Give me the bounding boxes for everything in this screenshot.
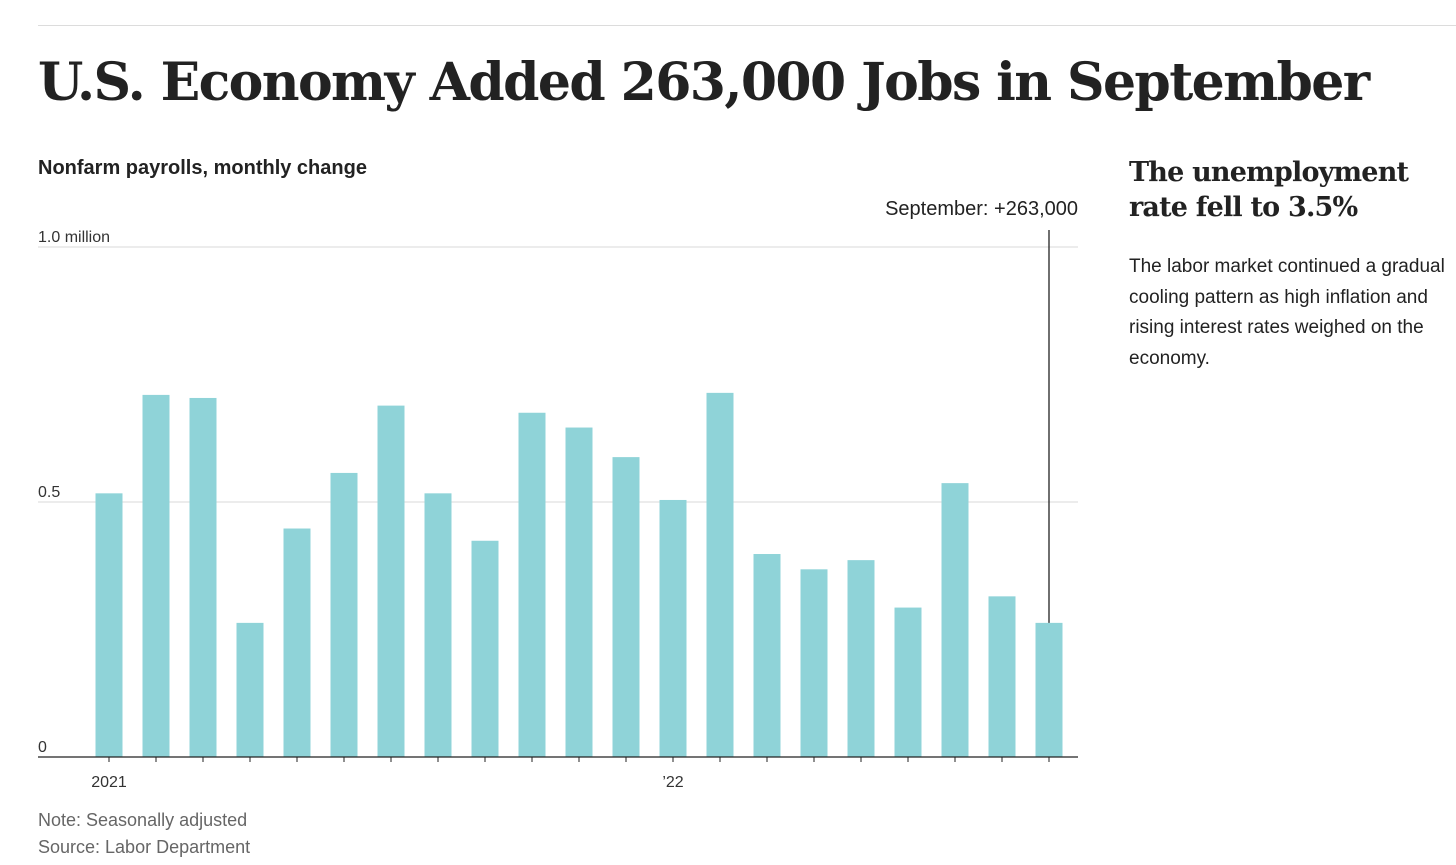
bar-14	[753, 554, 781, 757]
bar-9	[518, 412, 546, 757]
bar-2	[189, 397, 217, 757]
chart-note: Note: Seasonally adjusted	[38, 810, 248, 830]
headline: U.S. Economy Added 263,000 Jobs in Septe…	[38, 52, 1370, 113]
bar-0	[95, 493, 123, 757]
x-tick-labels: 2021 ’22	[91, 774, 684, 791]
bar-20	[1035, 622, 1063, 757]
x-axis	[38, 756, 1078, 762]
chart-subtitle: Nonfarm payrolls, monthly change	[38, 157, 367, 179]
bar-8	[471, 540, 499, 757]
payrolls-bar-chart: 0 0.5 1.0 million 2021 ’22 September: +263,…	[38, 198, 1078, 791]
y-tick-label: 0.5	[38, 484, 60, 501]
bars	[95, 392, 1063, 757]
bar-13	[706, 392, 734, 757]
annotation: September: +263,000	[885, 198, 1078, 623]
y-tick-label: 0	[38, 739, 47, 756]
bar-10	[565, 427, 593, 757]
bar-3	[236, 622, 264, 757]
bar-1	[142, 394, 170, 757]
annotation-label: September: +263,000	[885, 198, 1078, 220]
top-divider	[38, 25, 1456, 26]
bar-6	[377, 405, 405, 757]
bar-7	[424, 493, 452, 757]
bar-19	[988, 596, 1016, 757]
x-tick-label: ’22	[662, 774, 683, 791]
bar-16	[847, 560, 875, 757]
bar-11	[612, 457, 640, 757]
bar-12	[659, 499, 687, 757]
sidebar-body: The labor market continued a gradual coo…	[1129, 256, 1445, 369]
sidebar-title: The unemployment rate fell to 3.5%	[1129, 157, 1409, 223]
y-tick-labels: 0 0.5 1.0 million	[38, 229, 110, 756]
bar-18	[941, 483, 969, 757]
bar-17	[894, 607, 922, 757]
x-tick-label: 2021	[91, 774, 127, 791]
bar-5	[330, 472, 358, 757]
bar-4	[283, 528, 311, 757]
bar-15	[800, 569, 828, 757]
chart-source: Source: Labor Department	[38, 837, 251, 857]
y-tick-label: 1.0 million	[38, 229, 110, 246]
